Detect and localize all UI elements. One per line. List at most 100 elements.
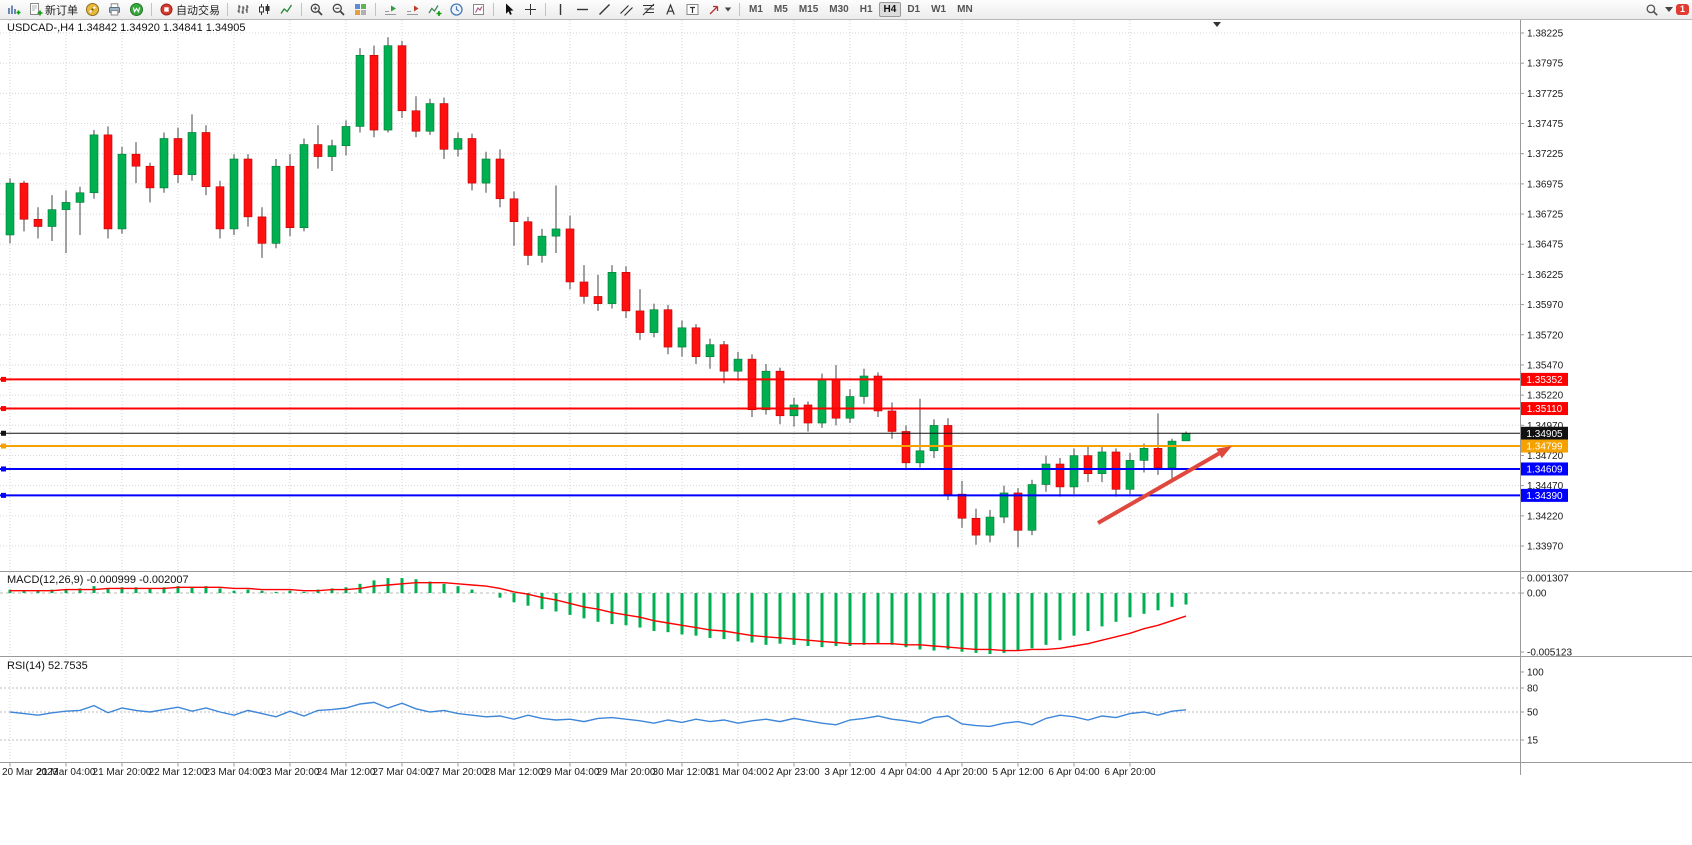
new-order-button[interactable]: 新订单 <box>25 2 81 17</box>
arrows-tool-button[interactable] <box>704 2 735 17</box>
rsi-panel <box>9 701 1187 728</box>
toolbar-separator <box>493 3 494 16</box>
print-button[interactable] <box>104 2 125 17</box>
tile-windows-button[interactable] <box>350 2 371 17</box>
search-button[interactable] <box>1642 2 1662 17</box>
timeframe-d1-button[interactable]: D1 <box>907 4 921 15</box>
svg-text:27 Mar 04:00: 27 Mar 04:00 <box>373 767 432 778</box>
channel-tool-button[interactable] <box>616 2 637 17</box>
print-icon <box>109 3 120 16</box>
level-handle <box>1 406 6 412</box>
text-label-tool-button[interactable] <box>682 2 703 17</box>
svg-text:0.001307: 0.001307 <box>1527 574 1569 585</box>
vertical-line-icon <box>559 4 562 15</box>
macd-indicator-label: MACD(12,26,9) -0.000999 -0.002007 <box>7 574 189 586</box>
svg-text:29 Mar 20:00: 29 Mar 20:00 <box>597 767 656 778</box>
notification-badge[interactable]: 1 <box>1675 4 1689 15</box>
candlestick-mode-button[interactable] <box>254 2 275 17</box>
line-chart-mode-button[interactable] <box>276 2 297 17</box>
svg-text:80: 80 <box>1527 684 1539 695</box>
price-tag-1.34905 <box>1521 426 1568 440</box>
timeframe-h4-button[interactable]: H4 <box>878 2 902 17</box>
level-handle <box>1 376 6 382</box>
toolbar-separator <box>151 3 152 16</box>
price-tag-1.34609 <box>1521 462 1568 476</box>
timeframe-m30-button[interactable]: M30 <box>829 4 849 15</box>
timeframe-m15-button[interactable]: M15 <box>798 4 819 15</box>
trend-arrow-annotation[interactable] <box>1097 446 1232 525</box>
svg-text:1.34970: 1.34970 <box>1527 421 1564 432</box>
zoom-in-button[interactable] <box>306 2 327 17</box>
svg-text:1.36225: 1.36225 <box>1527 270 1564 281</box>
horizontal-line-tool-button[interactable] <box>572 2 593 17</box>
cursor-tool-button[interactable] <box>498 2 519 17</box>
chart-shift-icon <box>407 5 419 15</box>
arrows-icon <box>709 5 719 15</box>
svg-text:1.33970: 1.33970 <box>1527 542 1564 553</box>
trendline-icon <box>599 4 610 15</box>
line-chart-mode-icon <box>280 4 293 14</box>
vertical-line-tool-button[interactable] <box>550 2 571 17</box>
equidistant-channel-icon <box>620 5 633 16</box>
indicators-list-button[interactable] <box>424 2 445 17</box>
templates-button[interactable] <box>468 2 489 17</box>
auto-trading-button[interactable]: 自动交易 <box>156 2 223 17</box>
crosshair-tool-button[interactable] <box>520 2 541 17</box>
main-toolbar: 新订单 自动交易 <box>0 0 1692 20</box>
price-tags[interactable]: 1.35352 1.35110 1.34905 1.34799 1.34609 1.343… <box>1521 372 1568 502</box>
cursor-icon <box>506 3 514 15</box>
periods-button[interactable] <box>446 2 467 17</box>
mql5-community-button[interactable] <box>126 2 147 17</box>
svg-text:50: 50 <box>1527 708 1539 719</box>
svg-text:28 Mar 12:00: 28 Mar 12:00 <box>485 767 544 778</box>
level-handle <box>1 443 6 449</box>
svg-text:4 Apr 20:00: 4 Apr 20:00 <box>936 767 988 778</box>
metaeditor-button[interactable] <box>82 2 103 17</box>
svg-text:1.34609: 1.34609 <box>1526 464 1563 475</box>
svg-text:1.38225: 1.38225 <box>1527 29 1564 40</box>
svg-text:1.35220: 1.35220 <box>1527 391 1564 402</box>
trendline-tool-button[interactable] <box>594 2 615 17</box>
price-levels[interactable] <box>0 376 1520 498</box>
svg-text:6 Apr 20:00: 6 Apr 20:00 <box>1104 767 1156 778</box>
text-tool-button[interactable] <box>660 2 681 17</box>
zoom-out-button[interactable] <box>328 2 349 17</box>
svg-text:1.34390: 1.34390 <box>1526 491 1563 502</box>
timeframe-w1-button[interactable]: W1 <box>931 4 947 15</box>
auto-scroll-button[interactable] <box>380 2 401 17</box>
fibonacci-icon <box>642 3 655 16</box>
macd-signal-line <box>10 582 1187 652</box>
svg-text:1.34720: 1.34720 <box>1527 451 1564 462</box>
new-chart-button[interactable] <box>3 2 24 17</box>
crosshair-icon <box>525 4 536 15</box>
timeframe-mn-button[interactable]: MN <box>957 4 973 15</box>
timeframe-h1-button[interactable]: H1 <box>859 4 873 15</box>
rsi-indicator-label: RSI(14) 52.7535 <box>7 660 88 672</box>
macd-panel <box>8 578 1188 655</box>
new-chart-icon <box>8 5 21 15</box>
auto-scroll-icon <box>385 5 396 15</box>
toolbar-expand-caret-icon[interactable] <box>1664 7 1673 12</box>
toolbar-separator <box>375 3 376 16</box>
svg-text:1.34905: 1.34905 <box>1526 429 1563 440</box>
svg-text:1.36475: 1.36475 <box>1527 240 1564 251</box>
timeframe-m5-button[interactable]: M5 <box>773 4 788 15</box>
svg-text:21 Mar 20:00: 21 Mar 20:00 <box>93 767 152 778</box>
chart-shift-marker-icon <box>1213 22 1221 27</box>
svg-text:2 Apr 23:00: 2 Apr 23:00 <box>768 767 820 778</box>
svg-text:1.37725: 1.37725 <box>1527 89 1564 100</box>
auto-trading-label: 自动交易 <box>176 4 220 17</box>
toolbar-separator <box>739 3 740 16</box>
bar-chart-mode-icon <box>237 5 249 14</box>
price-tag-1.34390 <box>1521 488 1568 502</box>
chart-shift-button[interactable] <box>402 2 423 17</box>
svg-text:-0.005123: -0.005123 <box>1527 648 1572 659</box>
fibonacci-tool-button[interactable] <box>638 2 659 17</box>
chart-title: USDCAD-,H4 1.34842 1.34920 1.34841 1.349… <box>7 22 246 34</box>
bar-chart-mode-button[interactable] <box>232 2 253 17</box>
timeframe-m1-button[interactable]: M1 <box>749 4 763 15</box>
level-handle <box>1 492 6 498</box>
svg-text:0.00: 0.00 <box>1527 589 1547 600</box>
svg-text:6 Apr 04:00: 6 Apr 04:00 <box>1048 767 1100 778</box>
